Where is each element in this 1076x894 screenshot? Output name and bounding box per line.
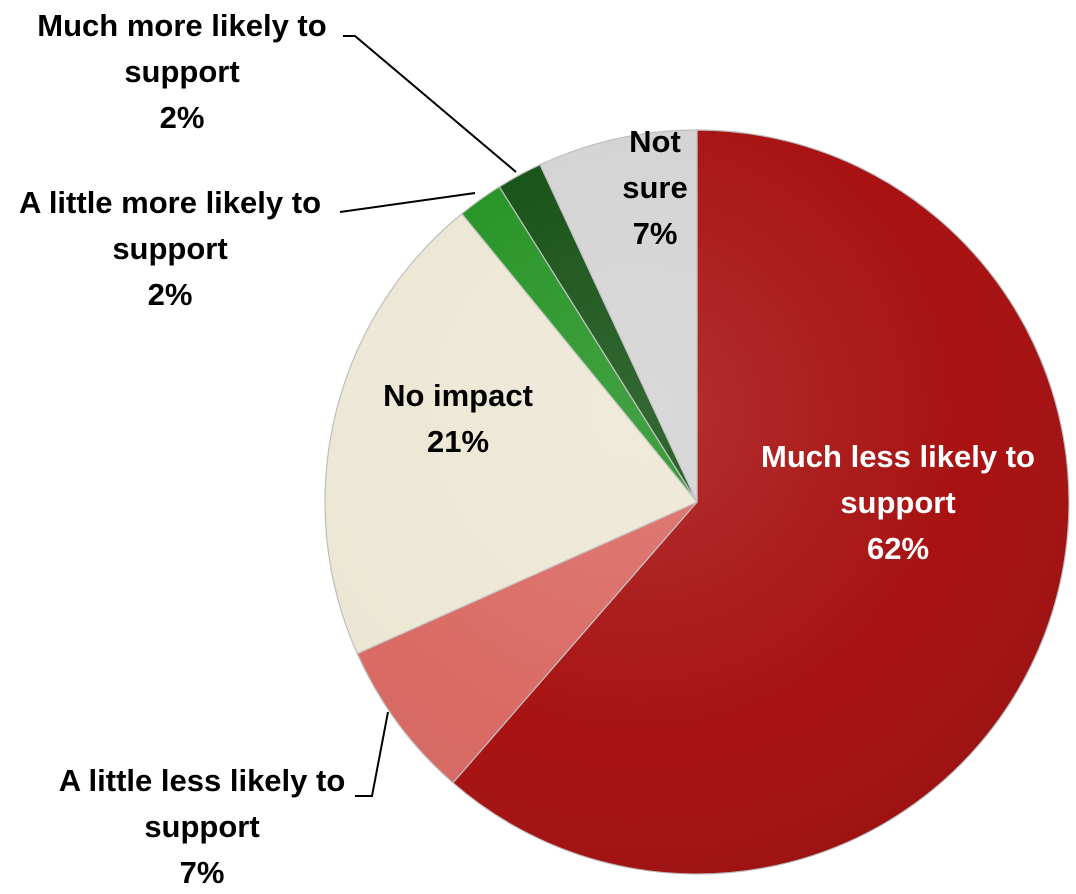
slice-label-3: A little more likely to support 2% <box>19 185 321 312</box>
leader-line-3 <box>339 192 476 213</box>
slice-category-label: A little less likely to <box>59 763 346 798</box>
slice-value-label: 2% <box>148 277 193 312</box>
slice-labels: Much less likely to support 62% A little le… <box>19 8 1035 890</box>
pie-slices <box>324 129 1070 875</box>
slice-category-label: Not <box>629 124 681 159</box>
leader-lines <box>339 35 517 797</box>
slice-category-label: support <box>840 485 955 520</box>
slice-value-label: 2% <box>160 100 205 135</box>
slice-value-label: 7% <box>633 216 678 251</box>
slice-value-label: 62% <box>867 531 929 566</box>
slice-category-label: support <box>124 54 239 89</box>
slice-category-label: Much less likely to <box>761 439 1035 474</box>
slice-label-1: A little less likely to support 7% <box>59 763 346 890</box>
slice-label-2: No impact 21% <box>383 378 533 459</box>
slice-category-label: sure <box>622 170 687 205</box>
slice-label-0: Much less likely to support 62% <box>761 439 1035 566</box>
leader-line-4 <box>343 35 517 173</box>
leader-line-1 <box>355 711 389 797</box>
slice-category-label: Much more likely to <box>37 8 326 43</box>
slice-value-label: 7% <box>180 855 225 890</box>
slice-category-label: A little more likely to <box>19 185 321 220</box>
slice-value-label: 21% <box>427 424 489 459</box>
slice-category-label: support <box>112 231 227 266</box>
slice-category-label: support <box>144 809 259 844</box>
slice-category-label: No impact <box>383 378 533 413</box>
slice-label-5: Not sure 7% <box>622 124 687 251</box>
slice-label-4: Much more likely to support 2% <box>37 8 326 135</box>
